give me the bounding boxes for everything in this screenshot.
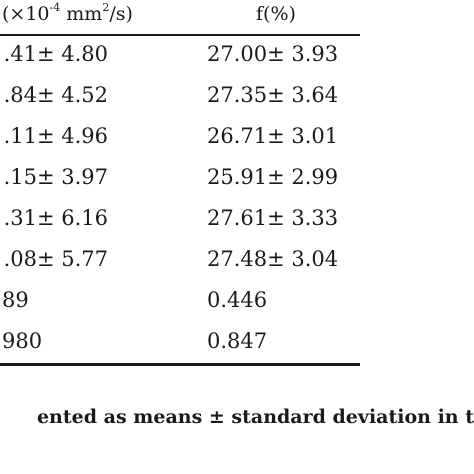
cell-f: 27.48± 3.04 xyxy=(207,247,339,271)
column-header-diffusion: (×10-4 mm2/s) xyxy=(2,1,133,25)
header-suffix: /s) xyxy=(109,3,133,25)
cell-f: 27.00± 3.93 xyxy=(207,42,339,66)
cell-f: 25.91± 2.99 xyxy=(207,165,339,189)
cell-f: 27.35± 3.64 xyxy=(207,83,339,107)
column-header-f: f(%) xyxy=(256,3,296,25)
table-row: .31± 6.16 27.61± 3.33 xyxy=(0,199,474,240)
header-prefix: (×10 xyxy=(2,3,50,25)
cell-diffusion: .41± 4.80 xyxy=(3,42,108,66)
bottom-rule xyxy=(0,363,360,366)
cell-diffusion: 89 xyxy=(2,288,29,312)
table-row: .41± 4.80 27.00± 3.93 xyxy=(0,35,474,76)
header-rule xyxy=(0,34,360,36)
table-row: 980 0.847 xyxy=(0,322,474,363)
cell-diffusion: .08± 5.77 xyxy=(3,247,108,271)
cell-f: 0.847 xyxy=(207,329,268,353)
cell-diffusion: .84± 4.52 xyxy=(3,83,108,107)
cell-diffusion: .15± 3.97 xyxy=(3,165,108,189)
table-caption: ented as means ± standard deviation in t xyxy=(36,406,474,428)
header-unit: mm xyxy=(60,3,103,25)
cell-f: 0.446 xyxy=(207,288,268,312)
cell-f: 27.61± 3.33 xyxy=(207,206,339,230)
table-row: .08± 5.77 27.48± 3.04 xyxy=(0,240,474,281)
cell-diffusion: .11± 4.96 xyxy=(3,124,108,148)
table-row: 89 0.446 xyxy=(0,281,474,322)
table-row: .15± 3.97 25.91± 2.99 xyxy=(0,158,474,199)
table-row: .11± 4.96 26.71± 3.01 xyxy=(0,117,474,158)
cell-diffusion: 980 xyxy=(2,329,43,353)
header-unit-exponent: 2 xyxy=(102,1,110,14)
cell-diffusion: .31± 6.16 xyxy=(3,206,108,230)
header-exponent: -4 xyxy=(49,1,61,14)
table-row: .84± 4.52 27.35± 3.64 xyxy=(0,76,474,117)
cell-f: 26.71± 3.01 xyxy=(207,124,339,148)
